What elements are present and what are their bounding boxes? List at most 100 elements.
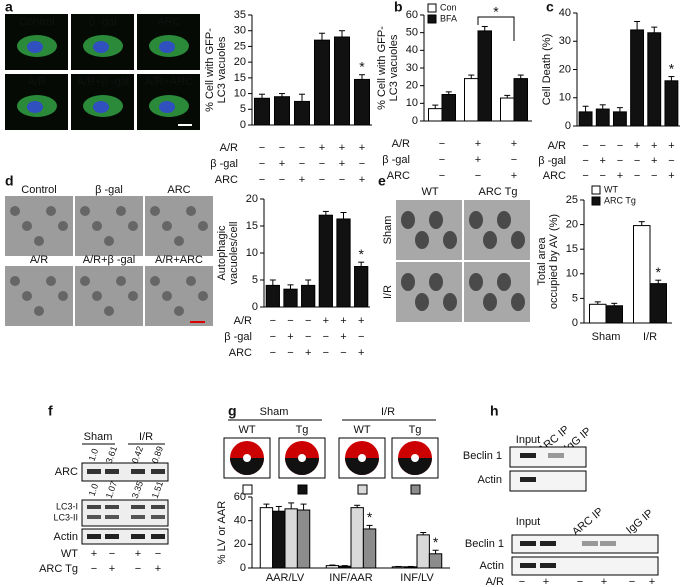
y-tick-label: 20 bbox=[234, 56, 246, 68]
nucleus bbox=[27, 101, 43, 113]
ratio: 1.0 bbox=[87, 482, 101, 497]
mitochondrion bbox=[469, 211, 483, 229]
mitochondrion bbox=[401, 273, 415, 291]
condition-sign: + bbox=[475, 154, 481, 166]
condition-sign: + bbox=[511, 138, 517, 150]
bar bbox=[391, 566, 406, 569]
bar bbox=[664, 80, 679, 127]
bar bbox=[612, 111, 627, 127]
mitochondrion bbox=[497, 211, 511, 229]
panel-label: f bbox=[48, 403, 53, 419]
x-tick-label: AAR/LV bbox=[266, 572, 305, 584]
band bbox=[151, 515, 165, 519]
condition-sign: + bbox=[649, 576, 655, 587]
y-tick-label: 0 bbox=[565, 120, 571, 132]
y-axis-label: occupied by AV (%) bbox=[548, 214, 560, 309]
y-tick-label: 10 bbox=[246, 247, 258, 259]
panel-label: g bbox=[228, 403, 237, 419]
image-label: β -gal bbox=[89, 16, 117, 28]
x-tick-label: INF/LV bbox=[400, 572, 434, 584]
y-tick-label: 15 bbox=[246, 220, 258, 232]
legend-label: WT bbox=[604, 184, 618, 194]
lumen bbox=[298, 454, 306, 462]
significance: * bbox=[656, 264, 662, 280]
y-tick-label: 25 bbox=[566, 194, 578, 206]
bar bbox=[338, 565, 352, 569]
y-axis-label: LC3 vacuoles bbox=[388, 34, 400, 101]
condition-sign: − bbox=[439, 154, 445, 166]
condition-sign: + bbox=[287, 331, 293, 343]
blot bbox=[509, 470, 587, 492]
genotype-label: Tg bbox=[409, 424, 422, 436]
band bbox=[540, 563, 556, 568]
band-label: LC3-I bbox=[56, 501, 78, 511]
band-label: Actin bbox=[478, 474, 502, 486]
mitochondrion bbox=[443, 231, 457, 249]
condition-sign: − bbox=[279, 174, 285, 186]
heart-section bbox=[230, 458, 264, 475]
y-tick-label: 10 bbox=[566, 268, 578, 280]
bar bbox=[254, 97, 270, 126]
band bbox=[548, 453, 564, 458]
condition-sign: + bbox=[339, 158, 345, 170]
bar bbox=[513, 78, 528, 122]
legend-swatch bbox=[427, 3, 437, 13]
panel-label: a bbox=[5, 0, 13, 15]
band bbox=[131, 534, 145, 539]
row-label: I/R bbox=[382, 285, 394, 299]
condition-sign: − bbox=[439, 138, 445, 150]
y-tick-label: 10 bbox=[406, 97, 418, 109]
band bbox=[87, 534, 101, 539]
organelle bbox=[46, 276, 56, 286]
image-label: β -gal bbox=[95, 184, 123, 196]
ratio: 0.89 bbox=[150, 445, 165, 465]
blot bbox=[81, 462, 169, 482]
y-tick-label: 35 bbox=[234, 9, 246, 21]
condition-sign: − bbox=[287, 347, 293, 359]
legend-swatch bbox=[410, 484, 421, 495]
condition-sign: − bbox=[439, 170, 445, 182]
organelle bbox=[80, 206, 90, 216]
condition-sign: − bbox=[475, 170, 481, 182]
condition-sign: + bbox=[339, 142, 345, 154]
group-label: I/R bbox=[139, 431, 153, 443]
x-tick-label: I/R bbox=[643, 331, 657, 343]
condition-sign: − bbox=[600, 140, 606, 152]
condition-sign: − bbox=[651, 170, 657, 182]
condition-sign: + bbox=[651, 155, 657, 167]
y-tick-label: 0 bbox=[240, 562, 246, 574]
bar bbox=[350, 507, 364, 569]
legend-swatch bbox=[357, 484, 368, 495]
y-axis-label: Autophagic bbox=[216, 225, 228, 281]
condition-sign: + bbox=[340, 315, 346, 327]
group-label: Sham bbox=[84, 431, 113, 443]
y-axis-label: LC3 vacuoles bbox=[216, 36, 228, 103]
ratio: 1.51 bbox=[150, 480, 165, 500]
y-tick-label: 0 bbox=[240, 119, 246, 131]
condition-sign: + bbox=[319, 142, 325, 154]
condition-sign: − bbox=[270, 347, 276, 359]
band bbox=[520, 541, 536, 546]
organelle bbox=[104, 306, 114, 316]
condition-sign: − bbox=[617, 155, 623, 167]
nucleus bbox=[159, 101, 175, 113]
y-tick-label: 20 bbox=[566, 219, 578, 231]
condition-label: WT bbox=[61, 548, 78, 560]
y-axis-label: Total area bbox=[536, 236, 548, 285]
condition-sign: − bbox=[259, 142, 265, 154]
condition-sign: + bbox=[358, 347, 364, 359]
condition-sign: + bbox=[359, 174, 365, 186]
organelle bbox=[10, 206, 20, 216]
condition-sign: + bbox=[359, 142, 365, 154]
significance: * bbox=[358, 246, 364, 262]
condition-sign: + bbox=[340, 331, 346, 343]
condition-sign: − bbox=[259, 174, 265, 186]
bar bbox=[274, 96, 290, 126]
y-tick-label: 5 bbox=[240, 103, 246, 115]
band bbox=[582, 541, 598, 546]
heart-section bbox=[345, 458, 379, 475]
band bbox=[87, 515, 101, 519]
organelle bbox=[162, 291, 172, 301]
organelle bbox=[34, 236, 44, 246]
condition-sign: − bbox=[634, 155, 640, 167]
